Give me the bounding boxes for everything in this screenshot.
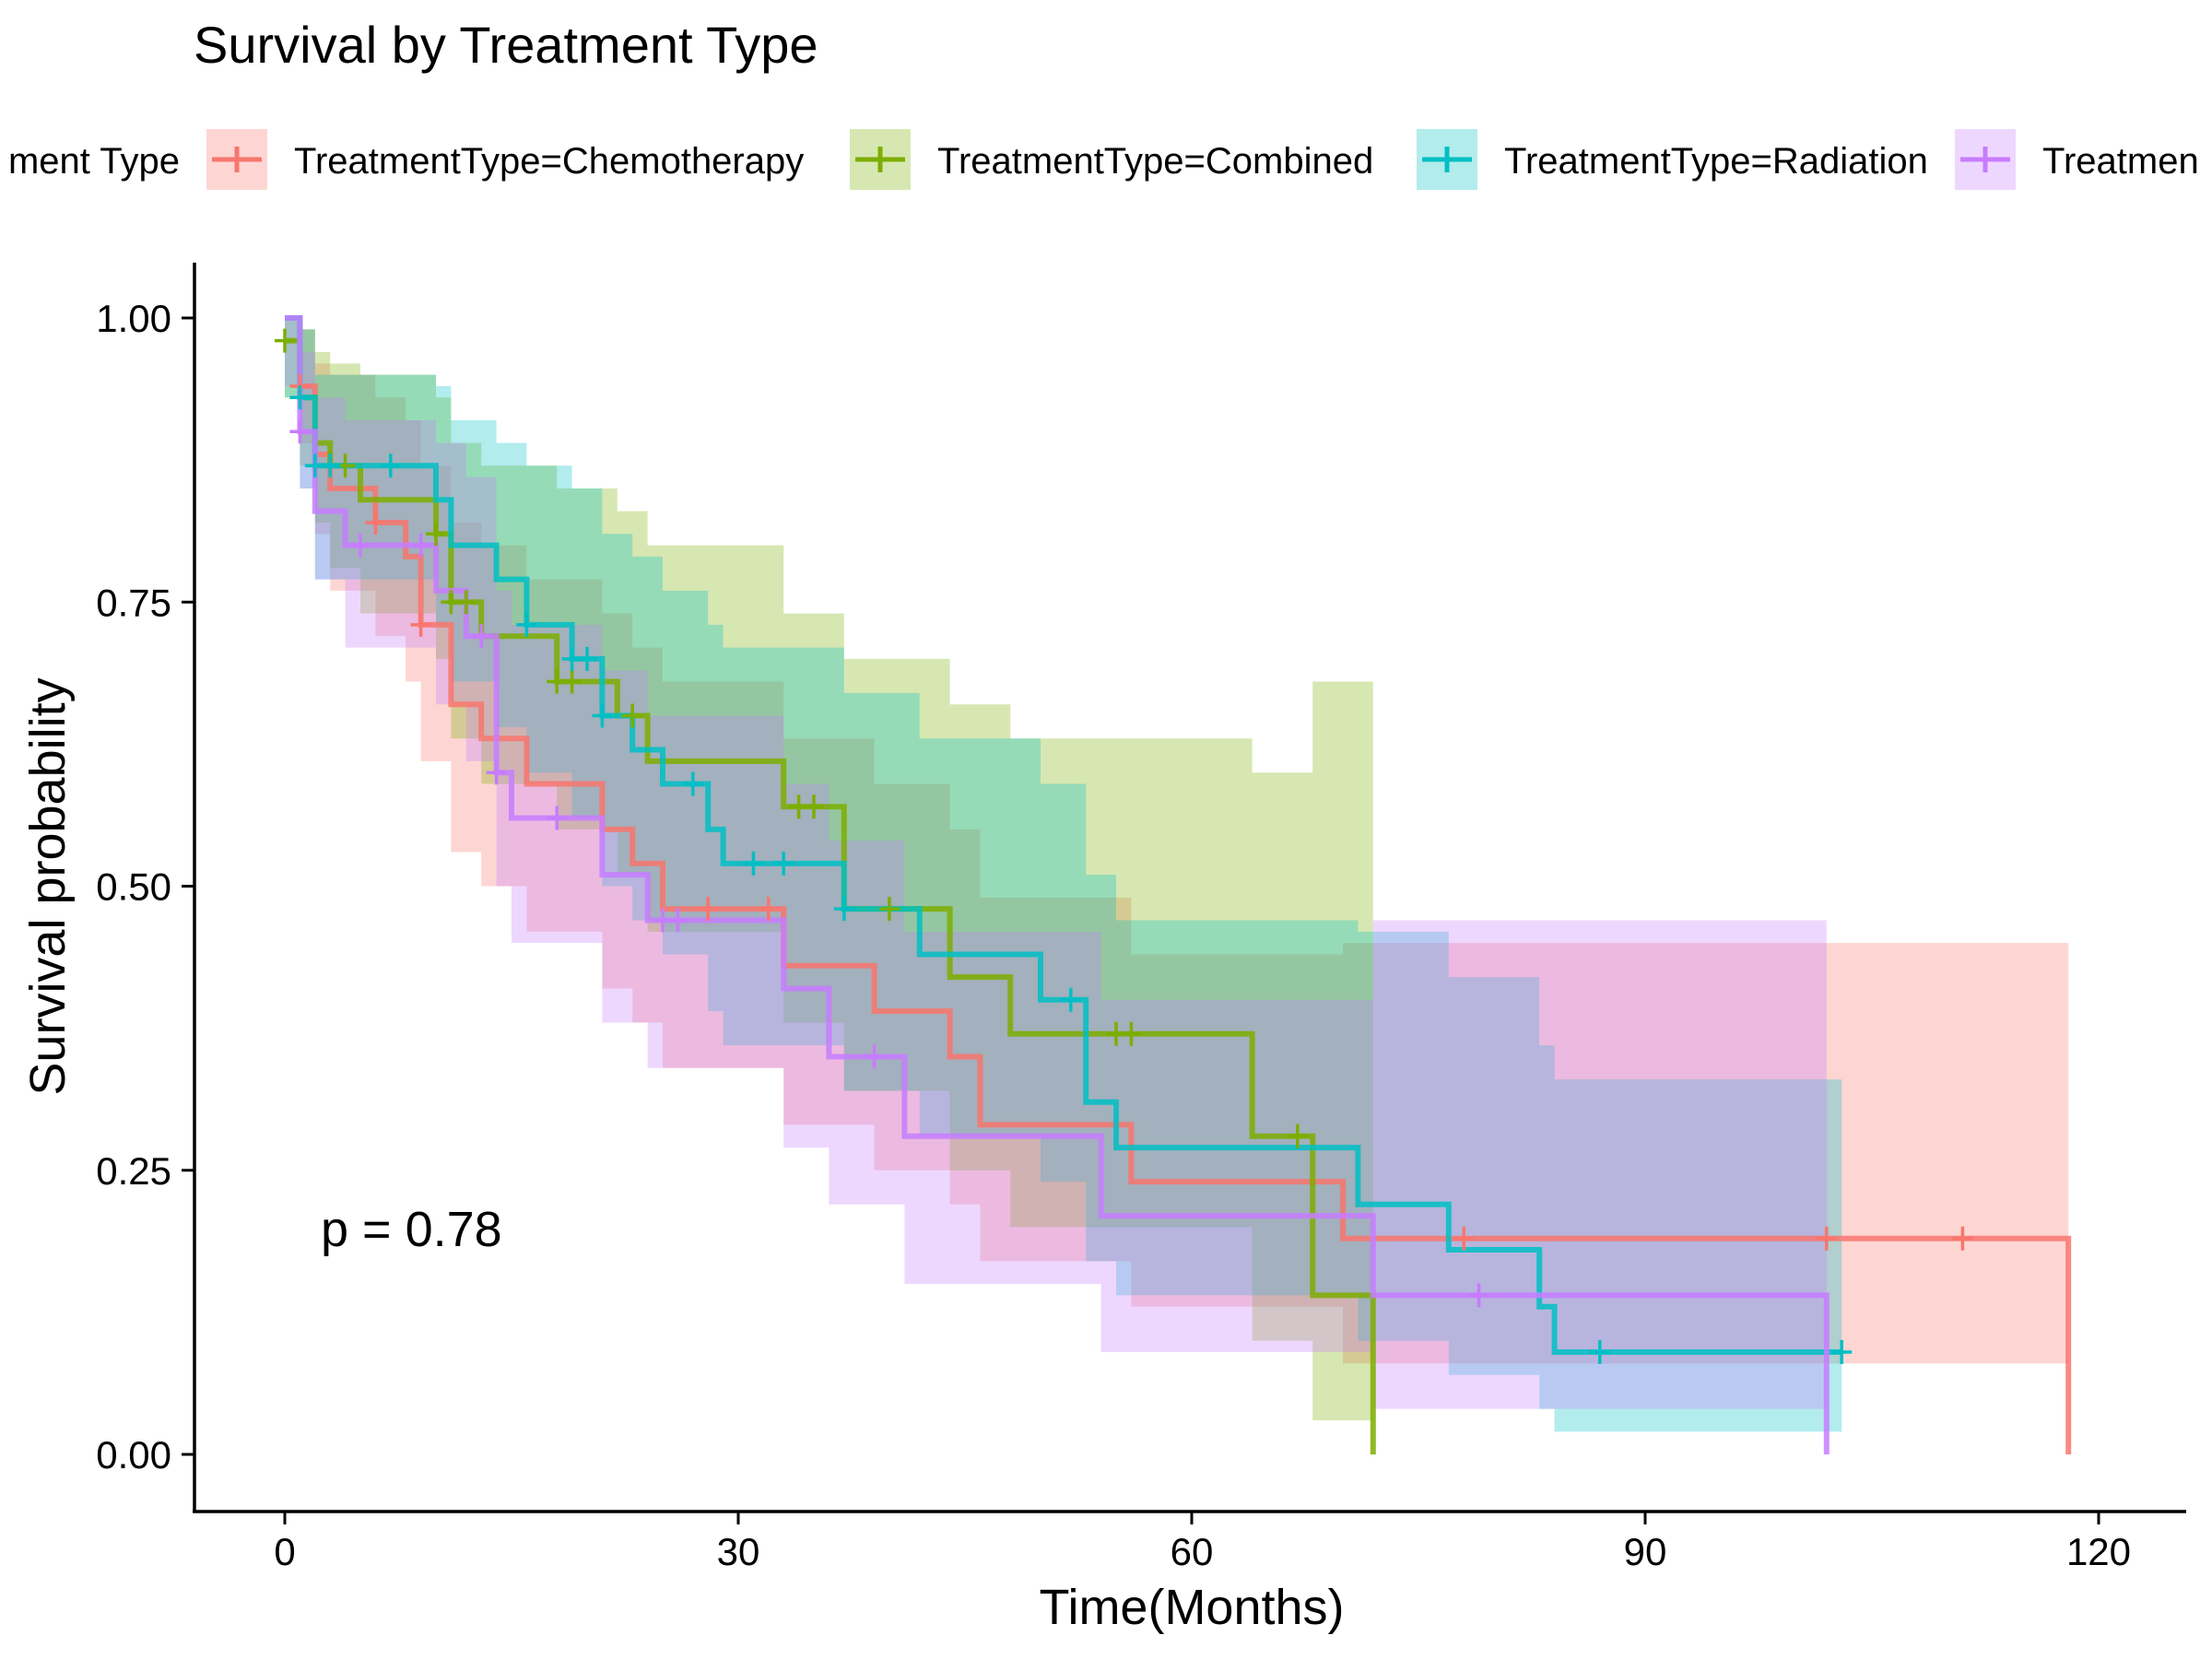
- censor-mark-surgery: [350, 533, 371, 558]
- censor-mark-radiation: [289, 385, 311, 410]
- y-tick-label: 0.50: [96, 865, 171, 909]
- axis-ticks: 0 30 60 90 120 0.00 0.25 0.50 0.75 1.00: [96, 297, 2131, 1573]
- censor-mark-surgery: [471, 624, 492, 649]
- censor-mark-chemotherapy: [1816, 1226, 1837, 1251]
- ci-band-chemotherapy: [285, 318, 2069, 1364]
- censor-mark-radiation: [833, 897, 854, 922]
- p-value-annotation: p = 0.78: [321, 1202, 502, 1257]
- censor-mark-combined: [879, 897, 900, 922]
- x-tick-label: 120: [2066, 1530, 2131, 1573]
- censor-mark-radiation: [743, 851, 764, 876]
- censor-mark-combined: [622, 703, 643, 728]
- x-axis-title: Time(Months): [1039, 1580, 1344, 1635]
- legend-key-mark-combined: [855, 147, 905, 172]
- censor-mark-surgery: [410, 533, 431, 558]
- y-axis-title: Survival probability: [20, 677, 76, 1095]
- y-tick-label: 0.25: [96, 1149, 171, 1193]
- x-tick-label: 30: [717, 1530, 760, 1573]
- chart-title: Survival by Treatment Type: [194, 16, 818, 74]
- y-tick-label: 1.00: [96, 297, 171, 340]
- legend-key-mark-chemotherapy: [212, 147, 262, 172]
- censor-mark-chemotherapy: [410, 612, 431, 637]
- censor-mark-radiation: [320, 453, 341, 478]
- legend-label-radiation: TreatmentType=Radiation: [1504, 141, 1928, 182]
- legend-title: ment Type: [8, 141, 180, 182]
- censor-mark-radiation: [682, 771, 703, 796]
- censor-mark-radiation: [592, 703, 613, 728]
- censor-mark-radiation: [1589, 1340, 1610, 1365]
- censor-mark-surgery: [486, 760, 507, 785]
- censor-mark-radiation: [380, 453, 401, 478]
- censor-mark-chemotherapy: [1453, 1226, 1475, 1251]
- censor-mark-chemotherapy: [758, 897, 779, 922]
- censor-mark-radiation: [577, 646, 597, 671]
- censor-mark-surgery: [667, 908, 688, 933]
- censor-mark-surgery: [1468, 1283, 1489, 1308]
- censor-mark-chemotherapy: [1952, 1226, 1973, 1251]
- survival-curve-radiation: [285, 315, 1842, 1356]
- legend-key-mark-surgery: [1960, 147, 2010, 172]
- censor-mark-surgery: [547, 806, 568, 830]
- censor-mark-combined: [426, 522, 446, 547]
- survival-curve-chemotherapy: [285, 315, 2072, 1454]
- x-tick-label: 90: [1624, 1530, 1667, 1573]
- survival-curves: [285, 315, 2072, 1454]
- censor-marks: [275, 328, 1973, 1365]
- censor-mark-radiation: [773, 851, 794, 876]
- legend-label-combined: TreatmentType=Combined: [937, 141, 1373, 182]
- x-tick-label: 60: [1171, 1530, 1214, 1573]
- ci-band-radiation: [285, 318, 1842, 1432]
- censor-mark-radiation: [1060, 987, 1081, 1012]
- censor-mark-surgery: [289, 419, 311, 444]
- confidence-bands: [285, 318, 2069, 1432]
- censor-mark-surgery: [864, 1044, 885, 1069]
- y-tick-label: 0.75: [96, 581, 171, 624]
- survival-curve-surgery: [285, 315, 1830, 1454]
- y-tick-label: 0.00: [96, 1433, 171, 1477]
- censor-mark-combined: [804, 794, 824, 819]
- censor-mark-combined: [455, 590, 477, 615]
- legend-key-mark-radiation: [1422, 147, 1472, 172]
- x-tick-label: 0: [274, 1530, 295, 1573]
- censor-mark-radiation: [516, 612, 537, 637]
- legend-label-surgery: Treatmen: [2042, 141, 2199, 182]
- censor-mark-chemotherapy: [698, 897, 719, 922]
- censor-mark-radiation: [1831, 1340, 1853, 1365]
- censor-mark-combined: [1287, 1124, 1308, 1148]
- legend: ment Type TreatmentType=Chemotherapy Trea…: [8, 129, 2199, 190]
- censor-mark-combined: [275, 328, 295, 353]
- censor-mark-chemotherapy: [365, 510, 386, 535]
- legend-label-chemotherapy: TreatmentType=Chemotherapy: [294, 141, 804, 182]
- censor-mark-combined: [561, 669, 582, 694]
- censor-mark-combined: [1121, 1021, 1142, 1046]
- ci-band-surgery: [285, 318, 1827, 1409]
